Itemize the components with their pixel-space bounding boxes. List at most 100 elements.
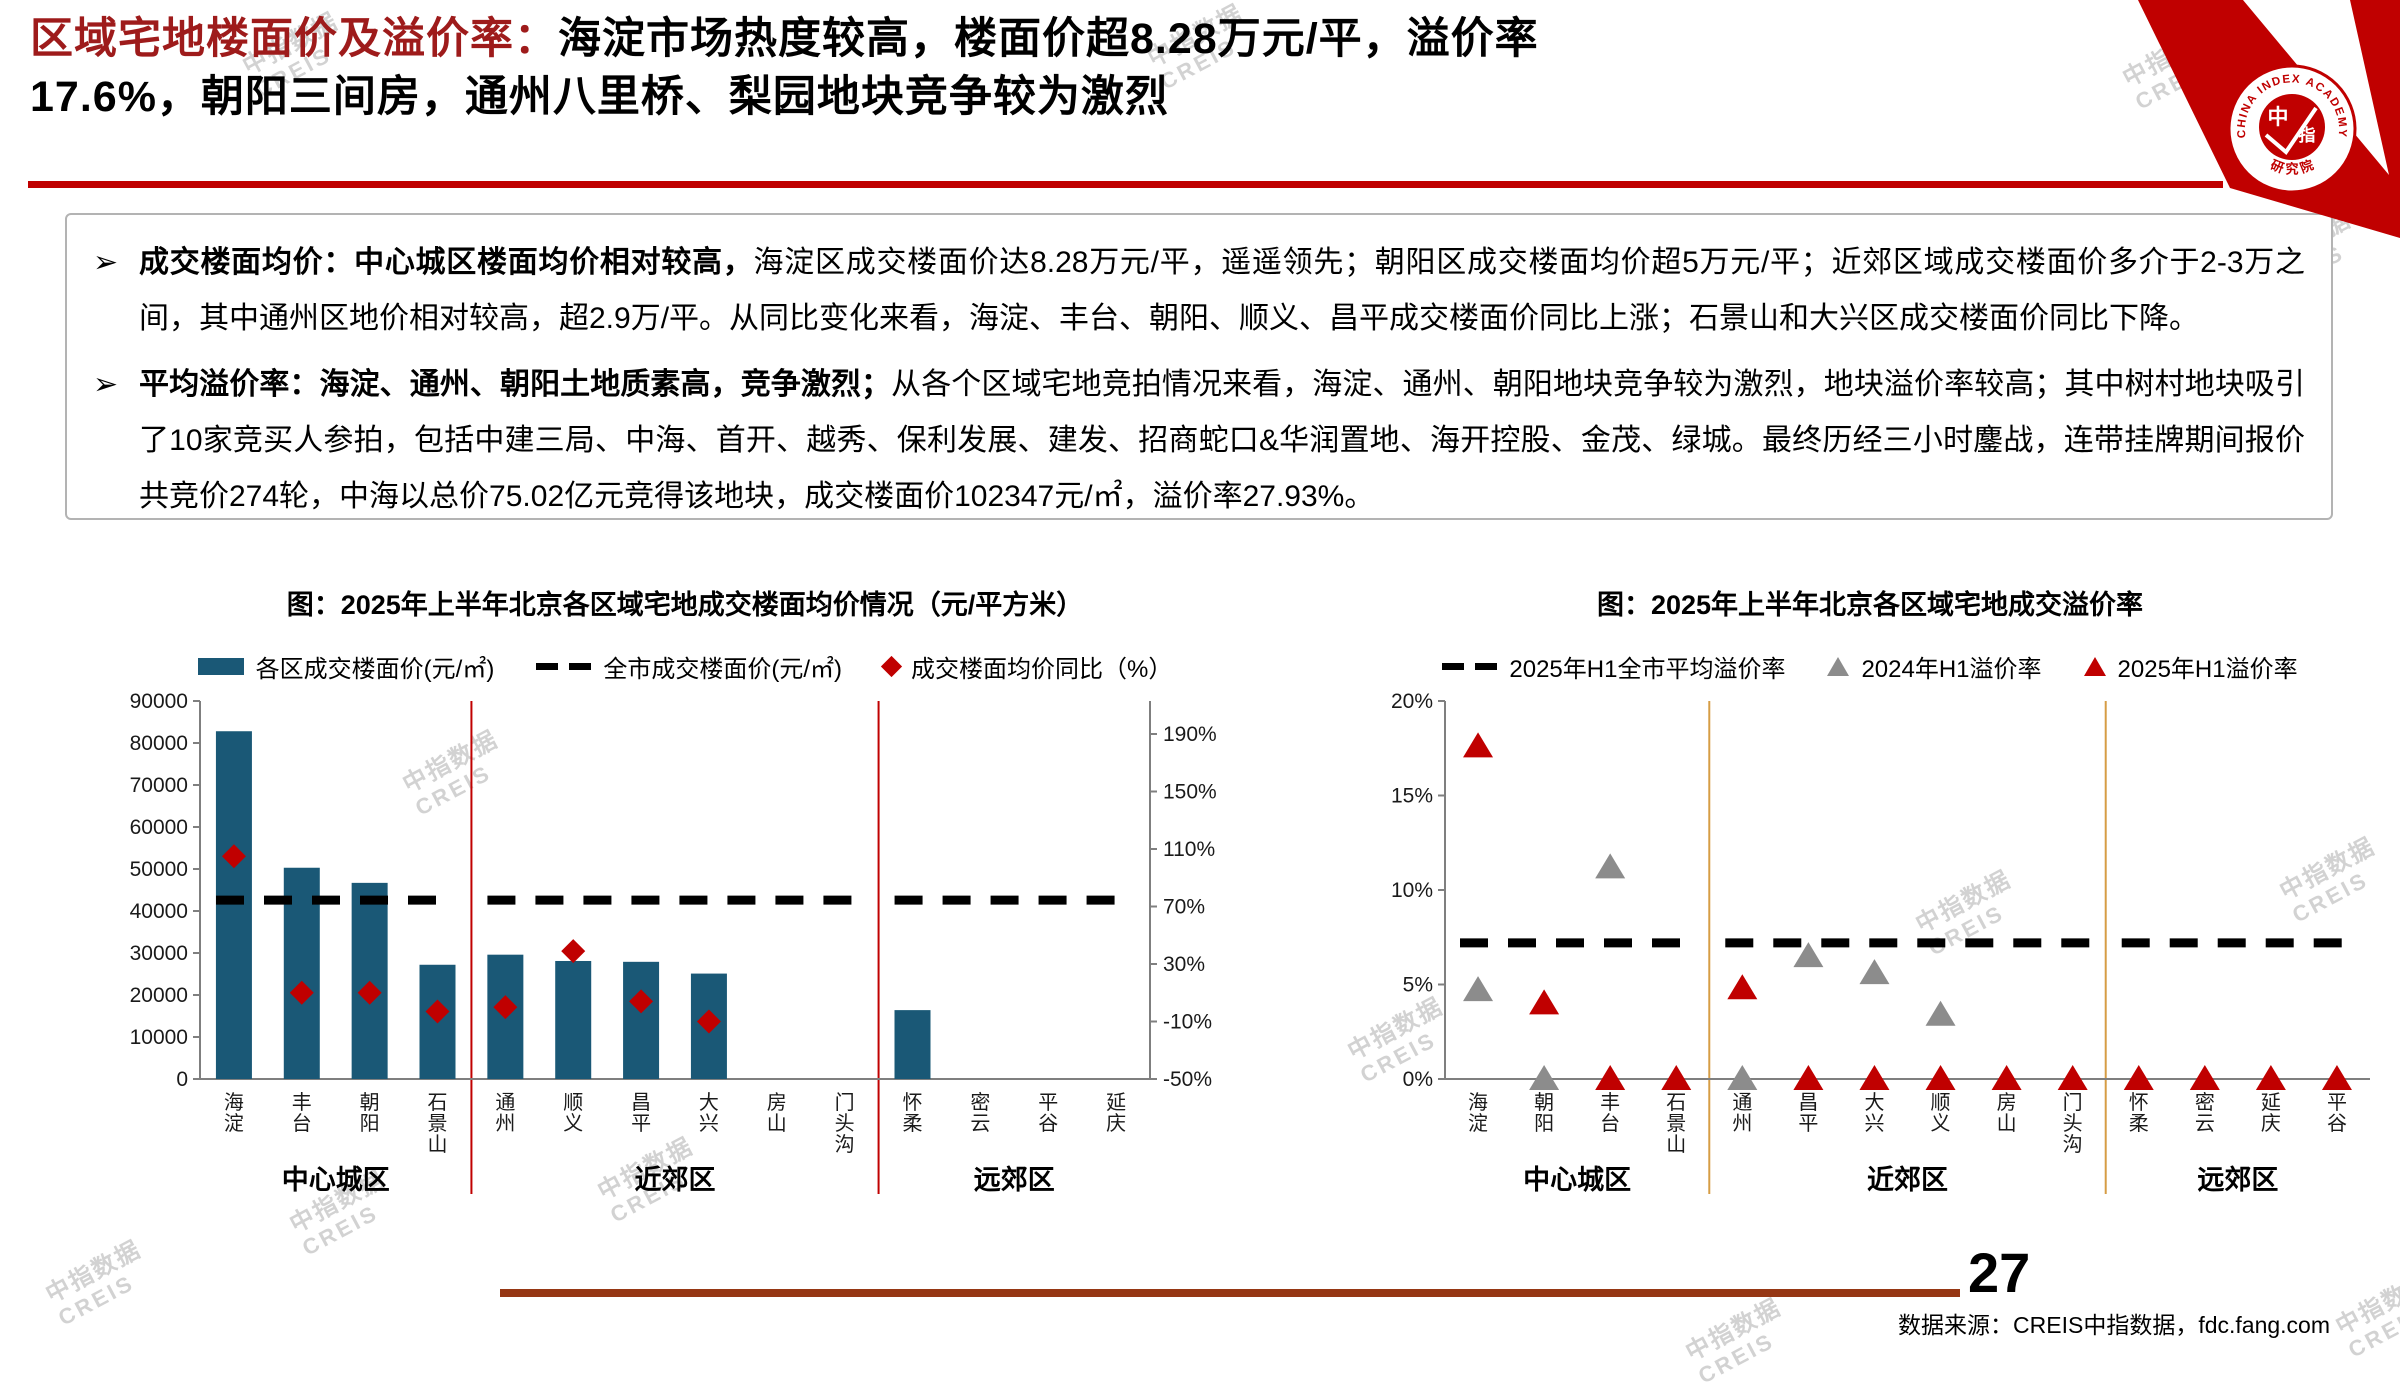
y-axis-label: 15% bbox=[1391, 785, 1433, 808]
y-axis-right-label: -10% bbox=[1163, 1011, 1212, 1034]
y-axis-label: 5% bbox=[1403, 974, 1433, 997]
premium-2025-triangle-石景山 bbox=[1661, 1065, 1692, 1090]
premium-2024-triangle-大兴 bbox=[1859, 959, 1890, 985]
x-label-延庆: 延庆 bbox=[2261, 1091, 2281, 1135]
group-label-近郊区: 近郊区 bbox=[635, 1165, 716, 1195]
floor-price-plot: 0 10000 20000 30000 40000 50000 60000 70000 8000… bbox=[130, 690, 1217, 1195]
bullet-item-premium-rate: ➢ 平均溢价率：海淀、通州、朝阳土地质素高，竞争激烈；从各个区域宅地竞拍情况来看… bbox=[87, 357, 2305, 525]
y-axis-left-label: 90000 bbox=[130, 690, 188, 713]
red-triangle-swatch-icon bbox=[2083, 656, 2106, 676]
x-label-丰台: 丰台 bbox=[1600, 1091, 1620, 1135]
x-label-海淀: 海淀 bbox=[224, 1091, 244, 1135]
summary-text-box: ➢ 成交楼面均价：中心城区楼面均价相对较高，海淀区成交楼面价达8.28万元/平，… bbox=[65, 213, 2333, 520]
x-label-大兴: 大兴 bbox=[699, 1091, 719, 1135]
legend-label: 全市成交楼面价(元/㎡) bbox=[603, 655, 842, 683]
premium-2025-triangle-延庆 bbox=[2255, 1065, 2286, 1090]
premium-2025-triangle-密云 bbox=[2189, 1065, 2220, 1090]
bullet-item-avg-price: ➢ 成交楼面均价：中心城区楼面均价相对较高，海淀区成交楼面价达8.28万元/平，… bbox=[87, 235, 2305, 347]
china-index-academy-logo: CHINA INDEX ACADEMY 中 指 研 究 院 bbox=[2138, 0, 2400, 238]
x-label-昌平: 昌平 bbox=[631, 1092, 651, 1135]
x-label-房山: 房山 bbox=[1997, 1091, 2017, 1135]
x-label-密云: 密云 bbox=[970, 1091, 990, 1135]
x-label-怀柔: 怀柔 bbox=[903, 1091, 923, 1135]
bar-顺义 bbox=[555, 960, 592, 1079]
group-label-中心城区: 中心城区 bbox=[282, 1165, 390, 1195]
bullet-bold-lead: 平均溢价率：海淀、通州、朝阳土地质素高，竞争激烈； bbox=[139, 368, 892, 401]
bullet-text: 成交楼面均价：中心城区楼面均价相对较高，海淀区成交楼面价达8.28万元/平，遥遥… bbox=[139, 235, 2305, 347]
bullet-arrow-icon: ➢ bbox=[93, 368, 119, 401]
premium-2025-triangle-门头沟 bbox=[2057, 1065, 2088, 1090]
title-red-part: 区域宅地楼面价及溢价率： bbox=[30, 15, 558, 63]
y-axis-right-label: -50% bbox=[1163, 1068, 1212, 1091]
yoy-diamond-丰台 bbox=[289, 980, 314, 1005]
floor-price-chart: 图：2025年上半年北京各区域宅地成交楼面均价情况（元/平方米） 各区成交楼面价… bbox=[110, 583, 1260, 1219]
bullet-bold-lead: 成交楼面均价：中心城区楼面均价相对较高， bbox=[139, 246, 754, 279]
floor-price-chart-title: 图：2025年上半年北京各区域宅地成交楼面均价情况（元/平方米） bbox=[286, 590, 1084, 620]
premium-2025-triangle-大兴 bbox=[1859, 1065, 1890, 1090]
group-label-远郊区: 远郊区 bbox=[974, 1165, 1055, 1195]
legend-item-citywide-premium: 2025年H1全市平均溢价率 bbox=[1442, 649, 1785, 684]
page-number: 27 bbox=[1968, 1241, 2031, 1304]
y-axis-left-label: 40000 bbox=[130, 900, 188, 923]
legend-label: 成交楼面均价同比（%） bbox=[910, 655, 1173, 683]
y-axis-label: 10% bbox=[1391, 879, 1433, 902]
premium-rate-chart-legend: 2025年H1全市平均溢价率 2024年H1溢价率 2025年H1溢价率 bbox=[1340, 649, 2400, 683]
x-label-密云: 密云 bbox=[2195, 1091, 2215, 1135]
premium-rate-chart-title: 图：2025年上半年北京各区域宅地成交溢价率 bbox=[1596, 590, 2144, 620]
premium-2024-triangle-丰台 bbox=[1595, 853, 1626, 879]
bar-怀柔 bbox=[894, 1010, 931, 1079]
premium-2025-triangle-丰台 bbox=[1595, 1065, 1626, 1090]
x-label-顺义: 顺义 bbox=[1931, 1092, 1951, 1135]
y-axis-right-label: 150% bbox=[1163, 781, 1217, 804]
premium-2025-triangle-朝阳 bbox=[1529, 989, 1560, 1015]
legend-label: 2024年H1溢价率 bbox=[1861, 655, 2042, 683]
legend-item-2024-premium: 2024年H1溢价率 bbox=[1827, 649, 2042, 684]
x-label-怀柔: 怀柔 bbox=[2129, 1091, 2149, 1135]
legend-label: 2025年H1溢价率 bbox=[2117, 655, 2298, 683]
x-label-朝阳: 朝阳 bbox=[1534, 1091, 1554, 1135]
diamond-swatch-icon bbox=[880, 655, 903, 677]
dash-swatch-icon bbox=[536, 662, 592, 670]
premium-2025-triangle-通州 bbox=[1727, 974, 1758, 1000]
yoy-diamond-石景山 bbox=[425, 999, 450, 1024]
legend-item-yoy: 成交楼面均价同比（%） bbox=[880, 649, 1173, 684]
group-label-近郊区: 近郊区 bbox=[1867, 1165, 1948, 1195]
x-label-通州: 通州 bbox=[1732, 1091, 1752, 1135]
bullet-body: 从各个区域宅地竞拍情况来看，海淀、通州、朝阳地块竞争较为激烈，地块溢价率较高；其… bbox=[139, 368, 2306, 513]
title-black-part-1: 海淀市场热度较高，楼面价超8.28万元/平，溢价率 bbox=[558, 15, 1539, 63]
x-label-门头沟: 门头沟 bbox=[835, 1091, 855, 1156]
y-axis-left-label: 0 bbox=[176, 1068, 188, 1091]
yoy-diamond-朝阳 bbox=[357, 980, 382, 1005]
x-label-通州: 通州 bbox=[495, 1091, 515, 1135]
footer-rule bbox=[500, 1289, 1960, 1297]
yoy-diamond-海淀 bbox=[221, 844, 246, 869]
title-line-1: 区域宅地楼面价及溢价率：海淀市场热度较高，楼面价超8.28万元/平，溢价率 bbox=[30, 10, 2130, 68]
floor-price-chart-legend: 各区成交楼面价(元/㎡) 全市成交楼面价(元/㎡) 成交楼面均价同比（%） bbox=[110, 649, 1260, 683]
yoy-diamond-顺义 bbox=[561, 939, 586, 964]
logo-bottom-text: 研 究 院 bbox=[2268, 157, 2315, 177]
y-axis-left-label: 50000 bbox=[130, 858, 188, 881]
y-axis-label: 20% bbox=[1391, 690, 1433, 713]
title-line-2: 17.6%，朝阳三间房，通州八里桥、梨园地块竞争较为激烈 bbox=[30, 73, 1169, 121]
x-label-昌平: 昌平 bbox=[1798, 1092, 1818, 1135]
gray-triangle-swatch-icon bbox=[1827, 656, 1850, 676]
legend-label: 2025年H1全市平均溢价率 bbox=[1509, 655, 1786, 683]
yoy-diamond-大兴 bbox=[696, 1009, 721, 1034]
y-axis-right-label: 30% bbox=[1163, 953, 1205, 976]
y-axis-left-label: 30000 bbox=[130, 942, 188, 965]
x-label-平谷: 平谷 bbox=[1038, 1092, 1058, 1135]
premium-rate-plot: 0% 5% 10% 15% 20% 海淀 朝阳 丰台 石景山 通州 昌平 大兴 顺义 房山 门头沟 怀柔 密云 延… bbox=[1391, 690, 2370, 1195]
premium-2025-triangle-海淀 bbox=[1463, 732, 1494, 758]
y-axis-left-label: 80000 bbox=[130, 732, 188, 755]
premium-2025-triangle-怀柔 bbox=[2123, 1065, 2154, 1090]
y-axis-right-label: 70% bbox=[1163, 896, 1205, 919]
x-label-海淀: 海淀 bbox=[1468, 1091, 1488, 1135]
x-label-丰台: 丰台 bbox=[292, 1091, 312, 1135]
premium-2024-triangle-通州 bbox=[1727, 1065, 1758, 1090]
legend-item-district-price: 各区成交楼面价(元/㎡) bbox=[197, 649, 494, 684]
premium-2025-triangle-昌平 bbox=[1793, 1065, 1824, 1090]
y-axis-right-label: 110% bbox=[1163, 838, 1215, 861]
y-axis-left-label: 60000 bbox=[130, 816, 188, 839]
